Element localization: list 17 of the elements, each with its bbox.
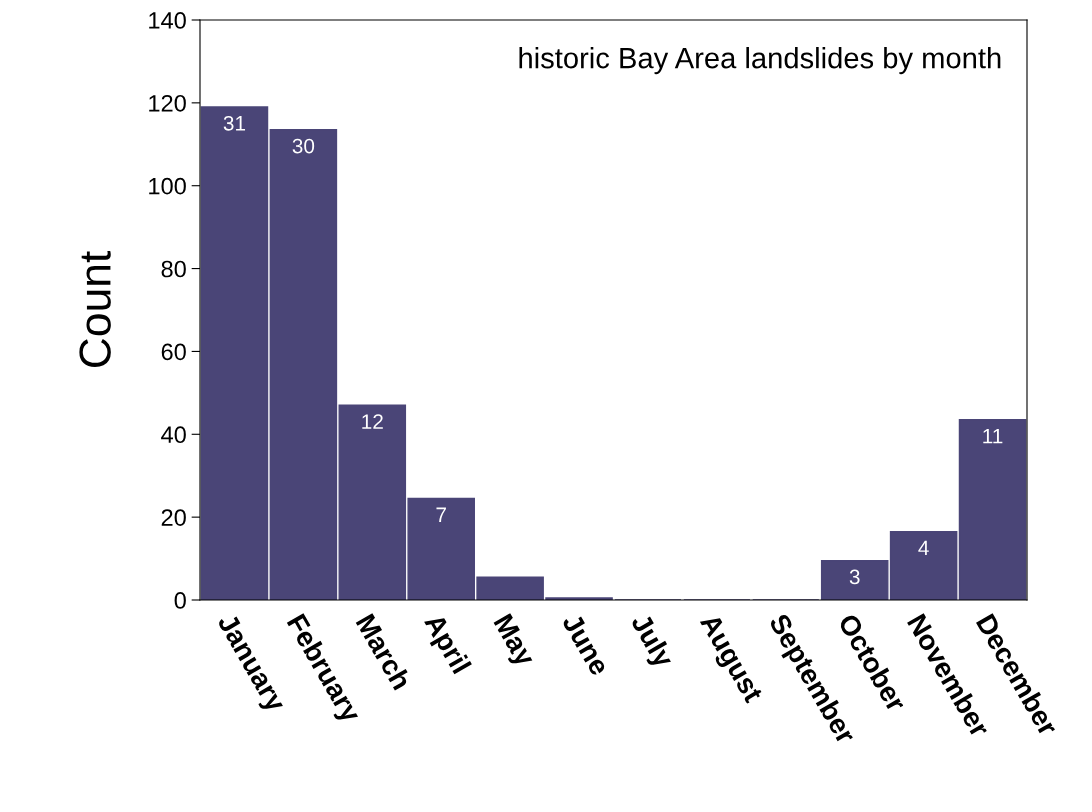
y-tick-label: 120 [149,94,186,112]
annotation: 31 [223,115,246,131]
y-tick-label: 80 [161,260,186,278]
y-tick-label: 0 [174,592,186,609]
annotation: 4 [918,540,929,556]
annotation: 7 [436,507,446,522]
annotation: 30 [292,138,315,154]
annotation: 3 [849,569,860,585]
y-tick-label: 20 [161,509,186,526]
y-tick-label: 140 [149,12,186,29]
annotation: 11 [983,428,1003,444]
text: historic Bay Area landslides by month [519,47,1001,75]
y-tick-label: 40 [161,426,186,444]
y-tick-label: 100 [149,177,186,195]
y-tick-label: 60 [161,343,186,361]
annotation: 12 [362,414,383,429]
y-axis-title: Count [79,251,111,368]
